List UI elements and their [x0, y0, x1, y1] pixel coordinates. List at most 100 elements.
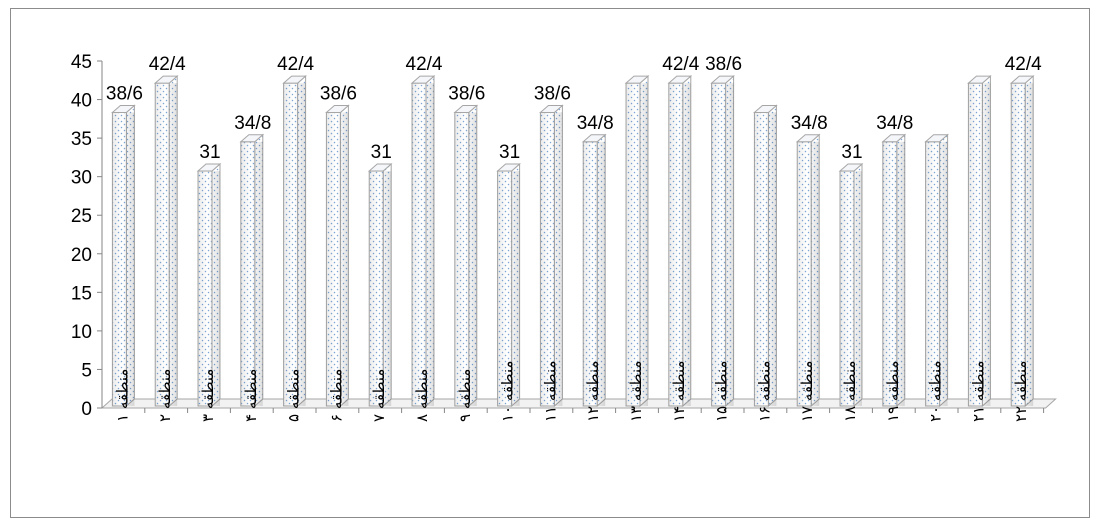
- x-tick-label: منطقه ۵: [285, 369, 303, 422]
- bar-shade: [968, 83, 991, 406]
- bar-top: [111, 104, 136, 113]
- bar-top: [624, 75, 650, 84]
- bar-shade: [840, 171, 862, 406]
- x-tick-label: منطقه ۳: [199, 369, 217, 422]
- bar-top: [453, 104, 479, 113]
- data-label: 38/6: [106, 83, 143, 104]
- bar: [881, 133, 907, 408]
- data-label: 42/4: [1005, 54, 1042, 75]
- data-label: 42/4: [277, 54, 314, 75]
- bar-shade: [754, 112, 777, 406]
- bar-top: [967, 75, 992, 84]
- bar: [753, 104, 778, 408]
- bar: [924, 133, 949, 408]
- bar-top: [838, 163, 864, 172]
- data-label: 38/6: [534, 83, 571, 104]
- x-tick-label: منطقه ۱۲: [584, 361, 602, 422]
- bar-top: [153, 75, 179, 84]
- x-axis-labels: منطقه ۱ منطقه ۲ منطقه ۳ منطقه ۴ منطقه ۵ منطقه…: [113, 361, 1045, 422]
- data-label: 42/4: [406, 54, 443, 75]
- x-tick-label: منطقه ۲۲: [1012, 361, 1030, 422]
- bar-top: [196, 163, 222, 172]
- x-tick-label: منطقه ۲: [156, 369, 174, 422]
- bar: [111, 104, 136, 408]
- bar-shade: [583, 141, 606, 406]
- bar-shade: [326, 112, 349, 406]
- bar-top: [496, 163, 521, 172]
- bar-shade: [882, 141, 905, 406]
- x-tick-label: منطقه ۱۷: [798, 361, 816, 422]
- bar: [153, 75, 179, 408]
- bar-top: [239, 134, 265, 143]
- bar-top: [667, 75, 693, 84]
- bar-shade: [198, 171, 220, 406]
- bar: [196, 162, 222, 408]
- y-tick-label: 35: [71, 129, 92, 150]
- bar: [967, 75, 992, 408]
- bar: [539, 104, 564, 408]
- bar-shade: [369, 171, 392, 406]
- y-tick-label: 40: [71, 91, 92, 112]
- bar-top: [367, 163, 393, 172]
- bar-top: [881, 134, 907, 143]
- y-axis: 0 5 10 15 20 25 30 35 40 45: [71, 52, 103, 420]
- data-label: 31: [199, 142, 220, 163]
- bar-shade: [668, 83, 691, 406]
- bar-shade: [283, 83, 306, 406]
- x-tick-label: منطقه ۹: [456, 369, 474, 422]
- bar-shade: [412, 83, 434, 406]
- y-tick-label: 20: [71, 245, 92, 266]
- bar-shade: [240, 141, 263, 406]
- bar: [581, 133, 607, 408]
- bar-top: [924, 134, 949, 143]
- bar: [282, 75, 307, 408]
- x-tick-label: منطقه ۲۱: [969, 361, 987, 422]
- data-label: 34/8: [876, 113, 913, 134]
- bar-shade: [797, 141, 820, 406]
- bar-top: [282, 75, 307, 84]
- x-tick-label: منطقه ۱۳: [627, 361, 645, 422]
- bar: [410, 75, 436, 408]
- bar-shade: [454, 112, 477, 406]
- data-label: 42/4: [662, 54, 699, 75]
- bar: [367, 162, 393, 408]
- x-tick-label: منطقه ۱۵: [713, 361, 731, 422]
- bar-top: [710, 75, 735, 84]
- bar-shade: [1011, 83, 1034, 406]
- bar-shade: [925, 141, 948, 406]
- bars: [111, 75, 1035, 408]
- y-tick-label: 5: [81, 360, 92, 381]
- bar-top: [325, 104, 350, 113]
- x-tick-label: منطقه ۱: [113, 369, 131, 422]
- bar: [1009, 75, 1035, 408]
- bar: [838, 162, 864, 408]
- bar: [710, 75, 735, 408]
- bar-shade: [155, 83, 178, 406]
- bar-shade: [112, 112, 135, 406]
- x-tick-label: منطقه ۱۸: [841, 361, 859, 422]
- bar: [496, 162, 521, 408]
- y-tick-label: 10: [71, 322, 92, 343]
- x-tick-label: منطقه ۷: [370, 369, 388, 422]
- y-tick-label: 0: [81, 399, 92, 420]
- bar-top: [581, 134, 607, 143]
- x-tick-label: منطقه ۱۱: [541, 361, 559, 422]
- bar-shade: [540, 112, 563, 406]
- data-label: 38/6: [705, 54, 742, 75]
- data-label: 34/8: [791, 113, 828, 134]
- bar-shade: [711, 83, 734, 406]
- x-tick-label: منطقه ۴: [242, 369, 260, 422]
- y-tick-label: 45: [71, 52, 92, 73]
- data-label: 42/4: [149, 54, 186, 75]
- bar: [239, 133, 265, 408]
- data-labels: 38/642/43134/842/438/63142/438/63138/634…: [106, 54, 1042, 163]
- bar: [667, 75, 693, 408]
- bar-shade: [626, 83, 648, 406]
- data-label: 31: [499, 142, 520, 163]
- bar-top: [539, 104, 564, 113]
- bar-top: [1009, 75, 1035, 84]
- bar: [325, 104, 350, 408]
- data-label: 38/6: [320, 83, 357, 104]
- y-tick-label: 25: [71, 206, 92, 227]
